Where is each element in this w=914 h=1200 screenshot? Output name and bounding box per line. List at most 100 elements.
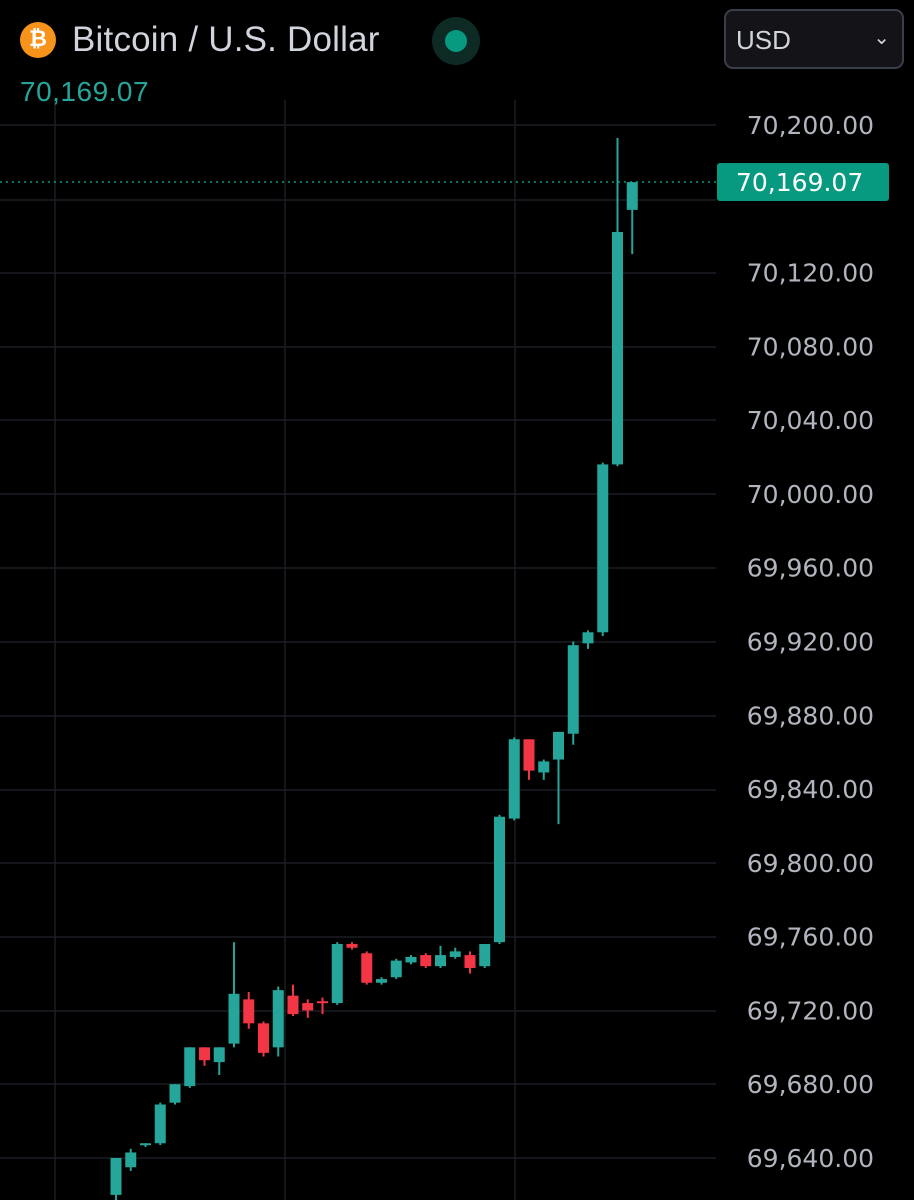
price-axis-tick-label: 70,000.00 bbox=[747, 480, 874, 509]
symbol-title[interactable]: Bitcoin / U.S. Dollar bbox=[72, 20, 380, 59]
candle-down[interactable] bbox=[346, 942, 358, 950]
candle-body bbox=[538, 761, 550, 773]
last-price-tag: 70,169.07 bbox=[717, 163, 889, 202]
currency-select-value: USD bbox=[736, 25, 791, 55]
candle-down[interactable] bbox=[464, 951, 476, 974]
candle-body bbox=[272, 990, 284, 1048]
candle-down[interactable] bbox=[317, 997, 328, 1015]
candle-up[interactable] bbox=[553, 731, 564, 825]
candle-body bbox=[449, 951, 461, 957]
candle-body bbox=[390, 960, 402, 978]
candle-up[interactable] bbox=[228, 942, 240, 1048]
candle-body bbox=[405, 956, 417, 963]
candle-body bbox=[228, 993, 240, 1044]
candle-up[interactable] bbox=[390, 958, 402, 980]
candle-down[interactable] bbox=[199, 1047, 210, 1066]
candle-up[interactable] bbox=[435, 945, 446, 969]
candle-body bbox=[169, 1084, 181, 1103]
candle-up[interactable] bbox=[169, 1084, 181, 1105]
price-axis-tick-label: 70,080.00 bbox=[747, 332, 874, 361]
candle-body bbox=[110, 1158, 122, 1195]
candle-up[interactable] bbox=[538, 759, 550, 780]
candle-body bbox=[346, 944, 358, 948]
candle-body bbox=[287, 995, 299, 1015]
candle-up[interactable] bbox=[567, 641, 579, 745]
candle-body bbox=[494, 816, 505, 943]
price-axis-tick-label: 69,720.00 bbox=[747, 996, 874, 1025]
bitcoin-icon[interactable]: ₿ bbox=[20, 22, 56, 58]
candle-down[interactable] bbox=[243, 991, 255, 1029]
candle-body bbox=[317, 1001, 328, 1004]
candle-up[interactable] bbox=[597, 462, 609, 636]
candle-body bbox=[361, 953, 373, 983]
candle-body bbox=[140, 1143, 151, 1146]
candle-up[interactable] bbox=[125, 1148, 137, 1171]
candle-body bbox=[464, 955, 476, 969]
candle-up[interactable] bbox=[508, 737, 520, 821]
candle-body bbox=[184, 1047, 196, 1087]
price-axis-tick-label: 70,200.00 bbox=[747, 111, 874, 140]
candle-body bbox=[376, 979, 387, 983]
price-axis-tick-label: 69,960.00 bbox=[747, 554, 874, 583]
candle-body bbox=[199, 1047, 210, 1061]
candle-down[interactable] bbox=[361, 951, 373, 985]
last-price-tag-box bbox=[717, 163, 889, 202]
candle-body bbox=[553, 731, 564, 760]
candle-body bbox=[243, 999, 255, 1024]
candle-up[interactable] bbox=[449, 947, 461, 959]
live-status-icon bbox=[445, 30, 467, 52]
candle-up[interactable] bbox=[272, 986, 284, 1057]
candle-body bbox=[331, 944, 343, 1004]
candle-body bbox=[213, 1047, 225, 1063]
currency-select[interactable]: USD ⌄ bbox=[724, 9, 904, 69]
candle-body bbox=[435, 955, 446, 967]
candle-up[interactable] bbox=[184, 1047, 196, 1088]
candle-body bbox=[597, 464, 609, 633]
candle-down[interactable] bbox=[523, 739, 535, 780]
candle-body bbox=[582, 632, 594, 644]
price-axis-tick-label: 70,120.00 bbox=[747, 259, 874, 288]
candle-up[interactable] bbox=[626, 182, 638, 255]
candle-up[interactable] bbox=[331, 942, 343, 1005]
candle-up[interactable] bbox=[582, 630, 594, 649]
candle-up[interactable] bbox=[612, 137, 623, 467]
candle-down[interactable] bbox=[287, 984, 299, 1016]
candle-up[interactable] bbox=[376, 977, 387, 985]
price-axis[interactable]: 70,200.00 70,120.00 70,080.00 70,040.00 70,0… bbox=[747, 111, 874, 1173]
price-axis-tick-label: 69,680.00 bbox=[747, 1070, 874, 1099]
price-axis-tick-label: 69,800.00 bbox=[747, 849, 874, 878]
candle-body bbox=[508, 739, 520, 819]
last-price-tag-text: 70,169.07 bbox=[736, 168, 863, 197]
candle-body bbox=[626, 182, 638, 210]
candle-body bbox=[258, 1023, 269, 1053]
candle-down[interactable] bbox=[420, 953, 432, 969]
candle-down[interactable] bbox=[302, 999, 314, 1018]
candle-body bbox=[125, 1152, 137, 1168]
candle-up[interactable] bbox=[213, 1047, 225, 1075]
candle-up[interactable] bbox=[110, 1158, 122, 1200]
candle-body bbox=[420, 955, 432, 967]
chart-grid bbox=[0, 100, 716, 1200]
candle-body bbox=[479, 944, 491, 967]
candle-body bbox=[523, 739, 535, 771]
last-price-value: 70,169.07 bbox=[20, 76, 150, 107]
candle-up[interactable] bbox=[494, 814, 505, 945]
price-axis-tick-label: 70,040.00 bbox=[747, 406, 874, 435]
price-axis-tick-label: 69,640.00 bbox=[747, 1144, 874, 1173]
candle-up[interactable] bbox=[405, 955, 417, 965]
market-status-indicator[interactable] bbox=[432, 17, 480, 65]
symbol-header: ₿ Bitcoin / U.S. Dollar 70,169.07 USD ⌄ bbox=[0, 0, 914, 110]
price-axis-tick-label: 69,760.00 bbox=[747, 923, 874, 952]
candle-body bbox=[154, 1104, 166, 1144]
candle-series[interactable] bbox=[110, 137, 638, 1200]
candle-up[interactable] bbox=[479, 944, 491, 969]
candle-up[interactable] bbox=[154, 1102, 166, 1146]
chevron-down-icon: ⌄ bbox=[873, 27, 890, 49]
candle-down[interactable] bbox=[258, 1021, 269, 1057]
candle-body bbox=[567, 645, 579, 734]
candle-up[interactable] bbox=[140, 1143, 151, 1147]
price-axis-tick-label: 69,840.00 bbox=[747, 775, 874, 804]
price-axis-tick-label: 69,880.00 bbox=[747, 701, 874, 730]
price-axis-tick-label: 69,920.00 bbox=[747, 628, 874, 657]
